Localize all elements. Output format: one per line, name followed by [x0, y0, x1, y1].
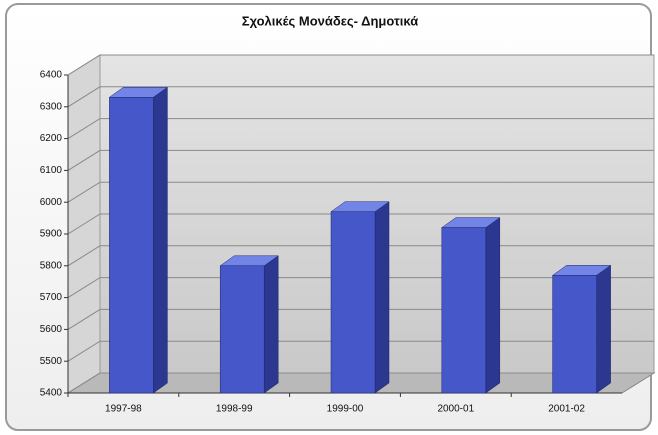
x-tick-label: 1998-99 — [216, 404, 253, 415]
x-tick-label: 2001-02 — [548, 404, 585, 415]
grid-line — [67, 181, 654, 203]
y-tick-label: 5600 — [40, 324, 63, 335]
grid-line — [67, 118, 654, 140]
bar-side — [485, 217, 501, 394]
y-tick-label: 6400 — [40, 70, 63, 81]
plot-area: 5400 5500 5600 5700 5800 5900 6000 6100 6200 6300… — [40, 54, 656, 415]
y-tick-label: 5700 — [40, 292, 63, 303]
grid-line — [67, 213, 654, 235]
bar — [219, 265, 265, 394]
bar-side — [153, 86, 168, 394]
bar — [552, 275, 597, 394]
grid-line — [67, 54, 654, 76]
x-tick-label: 1999-00 — [327, 404, 364, 415]
bar-side — [263, 255, 279, 394]
x-tick-label: 2000-01 — [437, 404, 474, 415]
chart-title: Σχολικές Μονάδες- Δημοτικά — [242, 13, 418, 28]
bar — [330, 211, 376, 394]
grid-line — [67, 86, 654, 108]
bar-side — [596, 264, 611, 394]
y-tick-label: 6200 — [40, 133, 63, 144]
y-tick-label: 5400 — [40, 388, 63, 399]
bar — [441, 227, 487, 394]
y-tick-label: 5900 — [40, 229, 63, 240]
grid-line — [67, 149, 654, 171]
bar — [109, 97, 154, 394]
x-tick-label: 1997-98 — [105, 404, 142, 415]
y-tick-label: 5800 — [40, 260, 63, 271]
y-tick-label: 6100 — [40, 165, 63, 176]
bar-side — [374, 201, 390, 394]
y-tick-label: 5500 — [40, 356, 63, 367]
y-tick-label: 6000 — [40, 197, 63, 208]
y-tick-label: 6300 — [40, 101, 63, 112]
